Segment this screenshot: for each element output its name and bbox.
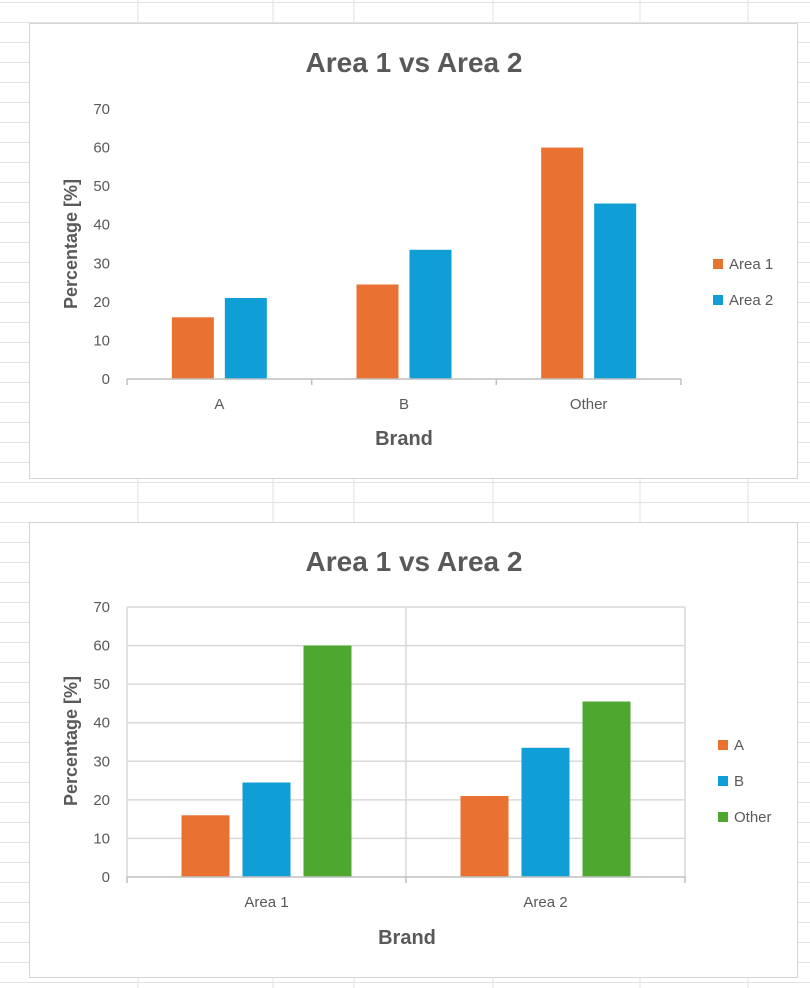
bar-other-area-1 — [303, 645, 352, 877]
x-axis-label: Brand — [375, 428, 433, 450]
bar-area-1-b — [356, 284, 399, 379]
x-tick-label: A — [214, 396, 224, 413]
bar-a-area-1 — [181, 815, 230, 877]
y-tick-label: 60 — [93, 638, 110, 655]
legend-swatch — [718, 740, 728, 750]
y-tick-label: 60 — [93, 140, 110, 157]
y-tick-label: 20 — [93, 792, 110, 809]
x-axis-label: Brand — [378, 927, 436, 949]
y-tick-label: 40 — [93, 217, 110, 234]
bar-area-2-b — [409, 249, 452, 379]
y-tick-label: 30 — [93, 255, 110, 272]
chart-1-plot: Area 1 vs Area 2 Percentage [%] Brand 0 1… — [61, 47, 773, 450]
y-tick-label: 70 — [93, 101, 110, 118]
legend-swatch — [713, 259, 723, 269]
y-tick-label: 30 — [93, 753, 110, 770]
y-tick-label: 10 — [93, 332, 110, 349]
chart-2-plot: Area 1 vs Area 2 Percentage [%] Brand 0 1… — [61, 546, 772, 949]
chart-area-comparison[interactable]: Area 1 vs Area 2 Percentage [%] Brand 0 1… — [29, 522, 798, 978]
legend-label: Other — [734, 809, 772, 826]
chart-title: Area 1 vs Area 2 — [306, 47, 523, 78]
bar-area-1-a — [171, 317, 214, 379]
bar-b-area-1 — [242, 782, 291, 877]
y-tick-label: 0 — [102, 869, 110, 886]
y-axis-label: Percentage [%] — [61, 179, 81, 309]
bar-area-2-a — [224, 298, 267, 379]
y-tick-label: 40 — [93, 715, 110, 732]
bar-other-area-2 — [582, 701, 631, 877]
legend-label: Area 2 — [729, 292, 773, 309]
y-tick-label: 20 — [93, 294, 110, 311]
bar-area-2-other — [594, 203, 637, 379]
y-tick-label: 10 — [93, 830, 110, 847]
legend-label: B — [734, 773, 744, 790]
x-tick-label: B — [399, 396, 409, 413]
bar-a-area-2 — [460, 796, 509, 877]
x-tick-label: Area 1 — [244, 894, 288, 911]
legend-swatch — [713, 295, 723, 305]
y-tick-label: 50 — [93, 178, 110, 195]
bar-b-area-2 — [521, 747, 570, 877]
y-axis-label: Percentage [%] — [61, 676, 81, 806]
y-tick-label: 0 — [102, 371, 110, 388]
y-tick-label: 50 — [93, 676, 110, 693]
chart-brand-comparison[interactable]: Area 1 vs Area 2 Percentage [%] Brand 0 1… — [29, 23, 798, 479]
y-tick-label: 70 — [93, 599, 110, 616]
legend-swatch — [718, 812, 728, 822]
legend-label: Area 1 — [729, 256, 773, 273]
legend-swatch — [718, 776, 728, 786]
x-tick-label: Area 2 — [523, 894, 567, 911]
x-tick-label: Other — [570, 396, 608, 413]
chart-title: Area 1 vs Area 2 — [306, 546, 523, 577]
bar-area-1-other — [541, 147, 584, 379]
legend-label: A — [734, 737, 744, 754]
